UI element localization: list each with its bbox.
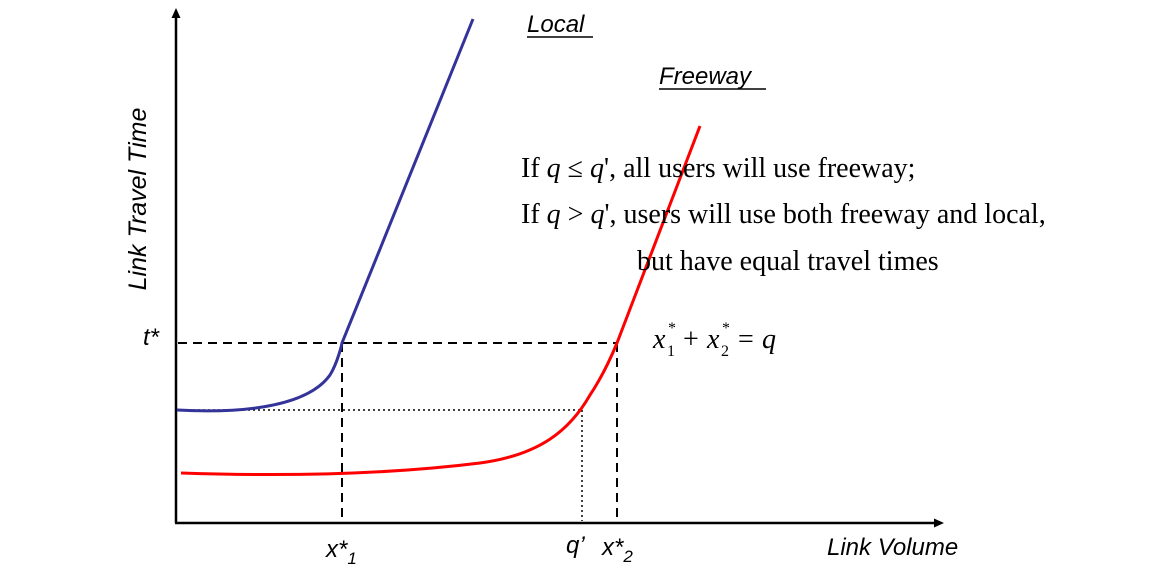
annotation-line-2: If q > q', users will use both freeway a… bbox=[521, 199, 1046, 230]
axes bbox=[171, 8, 944, 528]
equation-x2: x bbox=[706, 324, 720, 355]
local-label: Local bbox=[527, 11, 585, 38]
equilibrium-equation: x * 1 + x * 2 = q bbox=[652, 320, 776, 360]
x1-star-label: x*1 bbox=[325, 536, 357, 568]
freeway-curve bbox=[180, 125, 702, 477]
x2-star-label: x*2 bbox=[601, 534, 633, 566]
equation-x2-star: * bbox=[722, 320, 730, 337]
equation-q: q bbox=[762, 324, 776, 355]
equation-x2-sub: 2 bbox=[721, 343, 729, 360]
guide-lines bbox=[178, 342, 618, 521]
annotation-line-1: If q ≤ q', all users will use freeway; bbox=[521, 153, 915, 184]
equation-x1: x bbox=[652, 324, 666, 355]
y-axis-arrowhead bbox=[171, 8, 181, 18]
x-axis-label: Link Volume bbox=[827, 534, 958, 561]
equation-x1-sub: 1 bbox=[667, 343, 675, 360]
local-curve bbox=[176, 18, 475, 413]
x-axis-arrowhead bbox=[934, 518, 944, 528]
t-star-label: t* bbox=[143, 324, 160, 351]
equation-equals: = bbox=[738, 324, 754, 355]
annotation-line-3: but have equal travel times bbox=[637, 246, 939, 277]
freeway-label: Freeway bbox=[659, 63, 753, 90]
q-prime-label: q’ bbox=[566, 532, 585, 559]
equation-plus: + bbox=[683, 324, 699, 355]
equation-x1-star: * bbox=[668, 320, 676, 337]
y-axis-label: Link Travel Time bbox=[124, 108, 152, 291]
